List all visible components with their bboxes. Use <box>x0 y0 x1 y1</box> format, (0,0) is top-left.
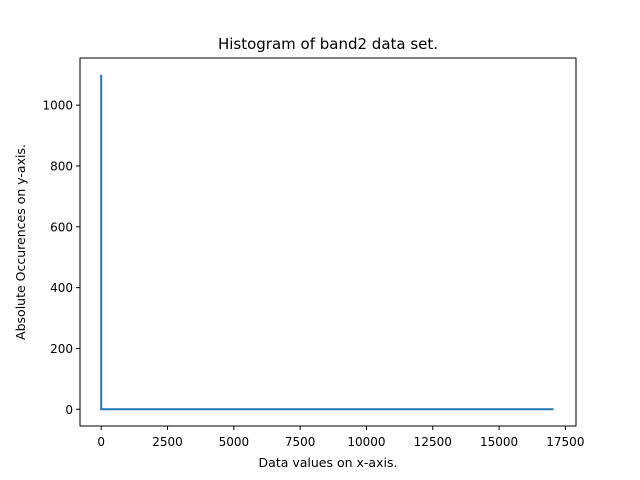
plot-frame <box>79 57 577 427</box>
x-tick-label: 12500 <box>414 435 452 449</box>
x-tick-label: 5000 <box>219 435 250 449</box>
y-tick-label: 600 <box>50 220 73 234</box>
y-tick-label: 800 <box>50 159 73 173</box>
y-tick-label: 200 <box>50 342 73 356</box>
series-line-0 <box>100 74 554 411</box>
x-tick-label: 2500 <box>152 435 183 449</box>
x-tick-label: 0 <box>97 435 105 449</box>
x-axis-label: Data values on x-axis. <box>259 455 398 470</box>
x-tick-label: 17500 <box>546 435 584 449</box>
x-tick-label: 10000 <box>347 435 385 449</box>
y-tick-label: 1000 <box>42 99 73 113</box>
y-tick-label: 0 <box>65 403 73 417</box>
y-axis-label: Absolute Occurences on y-axis. <box>13 144 28 340</box>
x-tick-label: 15000 <box>480 435 518 449</box>
chart-title: Histogram of band2 data set. <box>218 35 438 53</box>
x-tick-label: 7500 <box>285 435 316 449</box>
y-tick-label: 400 <box>50 281 73 295</box>
